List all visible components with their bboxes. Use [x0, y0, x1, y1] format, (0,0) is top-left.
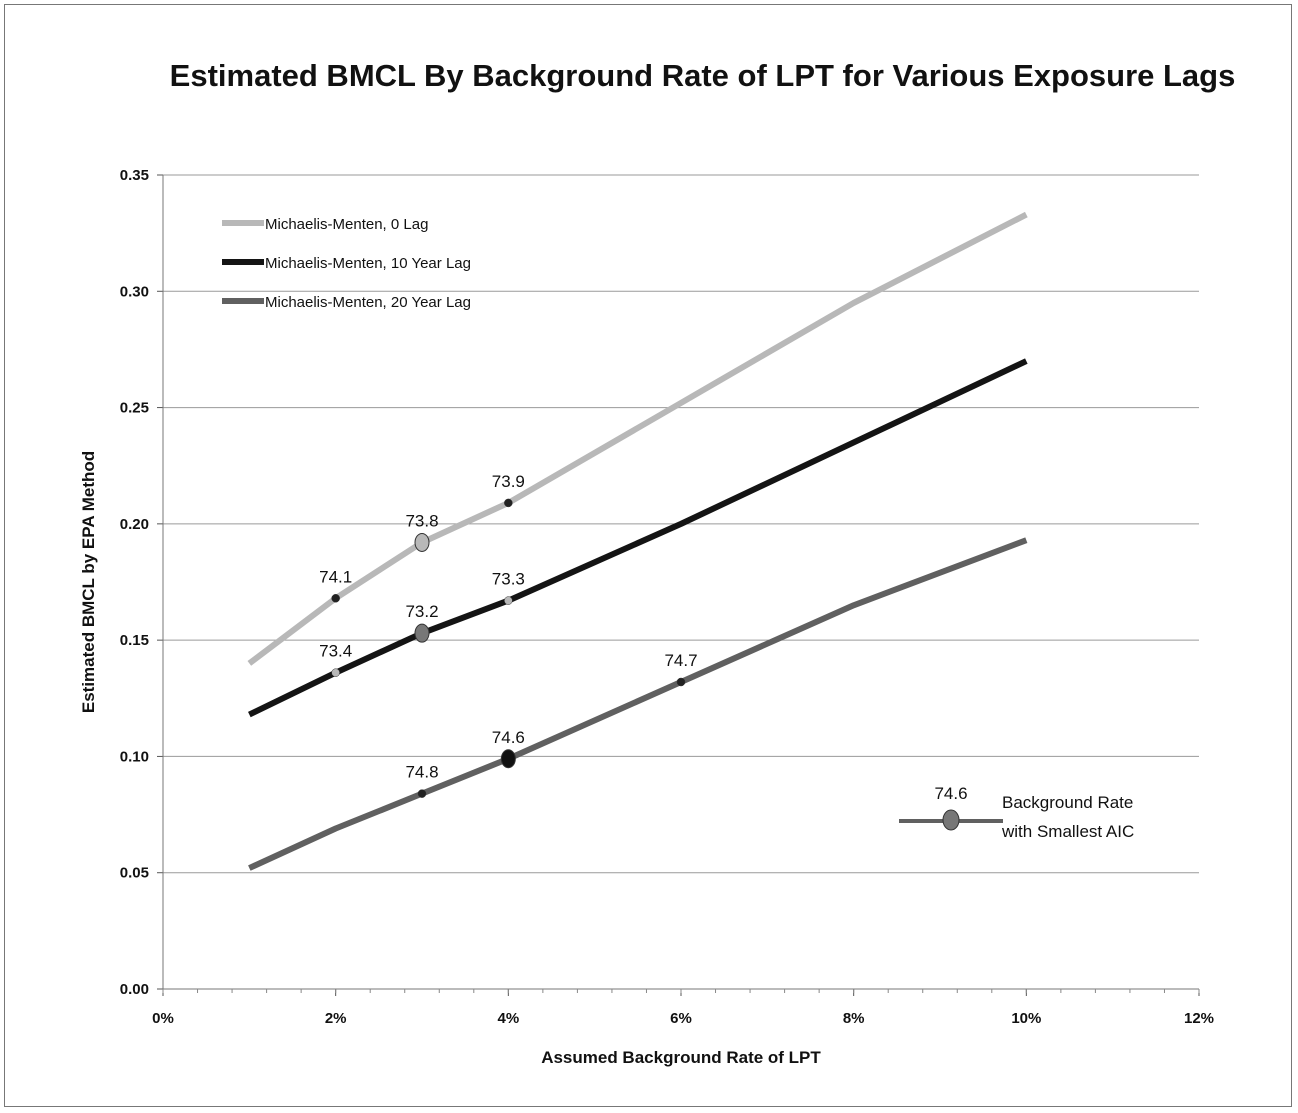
smallest-aic-marker [414, 532, 430, 552]
x-tick-label: 2% [325, 1010, 347, 1027]
y-tick-label: 0.10 [120, 748, 149, 765]
smallest-aic-marker [414, 623, 430, 643]
x-tick-label: 0% [152, 1010, 174, 1027]
series-line [248, 537, 1028, 871]
y-tick-label: 0.35 [120, 167, 149, 184]
point-label: 73.9 [492, 472, 525, 491]
point-label: 74.1 [319, 567, 352, 586]
point-marker [504, 498, 513, 508]
x-axis-label: Assumed Background Rate of LPT [541, 1048, 821, 1067]
annotation-value: 74.6 [934, 784, 967, 803]
x-tick-label: 8% [843, 1010, 865, 1027]
point-marker [331, 668, 340, 677]
y-tick-label: 0.25 [120, 400, 149, 417]
y-tick-label: 0.05 [120, 865, 149, 882]
point-label: 74.6 [492, 728, 525, 747]
point-label: 74.7 [664, 651, 697, 670]
annotation-text: Background Rate [1002, 793, 1133, 812]
chart-title: Estimated BMCL By Background Rate of LPT… [169, 58, 1236, 93]
series-line [248, 358, 1028, 718]
legend-label: Michaelis-Menten, 0 Lag [265, 216, 428, 233]
point-label: 74.8 [405, 763, 438, 782]
x-tick-label: 4% [497, 1010, 519, 1027]
y-tick-label: 0.00 [120, 981, 149, 998]
point-marker [417, 789, 427, 798]
point-label: 73.3 [492, 570, 525, 589]
x-tick-label: 10% [1011, 1010, 1041, 1027]
point-marker [676, 677, 686, 687]
annotation-marker [942, 809, 960, 831]
y-tick-label: 0.30 [120, 283, 149, 300]
point-label: 73.2 [405, 602, 438, 621]
legend-label: Michaelis-Menten, 20 Year Lag [265, 294, 471, 311]
point-marker [504, 596, 513, 605]
chart-frame [4, 4, 1292, 1107]
legend-label: Michaelis-Menten, 10 Year Lag [265, 255, 471, 272]
series-line [247, 211, 1028, 666]
annotation-text: with Smallest AIC [1001, 822, 1134, 841]
point-label: 73.8 [405, 511, 438, 530]
y-axis-label: Estimated BMCL by EPA Method [79, 451, 98, 713]
y-tick-label: 0.20 [120, 516, 149, 533]
x-tick-label: 6% [670, 1010, 692, 1027]
point-label: 73.4 [319, 642, 352, 661]
y-tick-label: 0.15 [120, 632, 149, 649]
smallest-aic-marker [500, 749, 516, 769]
x-tick-label: 12% [1184, 1010, 1214, 1027]
point-marker [331, 594, 340, 603]
